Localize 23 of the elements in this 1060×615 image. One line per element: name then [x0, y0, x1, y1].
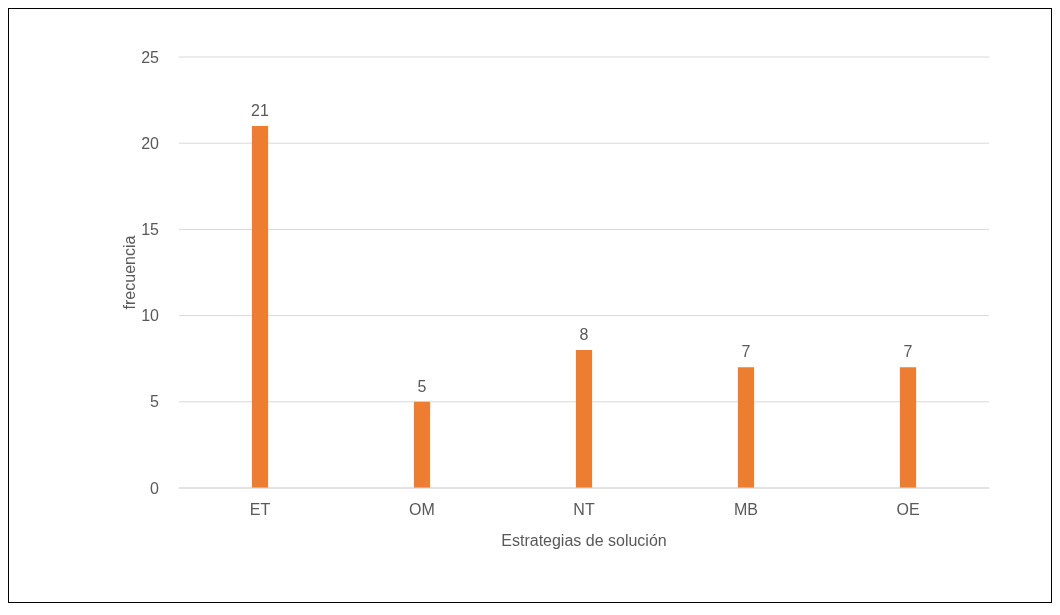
x-tick-label: OE — [896, 501, 920, 519]
data-label: 7 — [903, 343, 913, 361]
y-tick-label: 15 — [141, 221, 160, 239]
x-axis-title: Estrategias de solución — [501, 532, 667, 549]
x-tick-label: OM — [409, 501, 435, 519]
data-label: 5 — [417, 377, 427, 395]
y-tick-label: 0 — [150, 479, 160, 497]
bar — [413, 401, 431, 488]
bar — [575, 350, 593, 488]
bar — [899, 367, 917, 488]
y-tick-label: 20 — [141, 134, 160, 152]
y-tick-label: 25 — [141, 48, 160, 66]
x-tick-label: ET — [249, 501, 271, 519]
x-tick-label: NT — [573, 501, 595, 519]
y-tick-label: 10 — [141, 307, 160, 325]
y-axis-title: frecuencia — [120, 235, 138, 310]
y-tick-label: 5 — [150, 393, 160, 411]
data-label: 7 — [741, 343, 751, 361]
data-label: 21 — [251, 101, 269, 119]
bar — [251, 125, 269, 488]
data-label: 8 — [579, 326, 589, 344]
bar — [737, 367, 755, 488]
x-tick-label: MB — [734, 501, 758, 519]
